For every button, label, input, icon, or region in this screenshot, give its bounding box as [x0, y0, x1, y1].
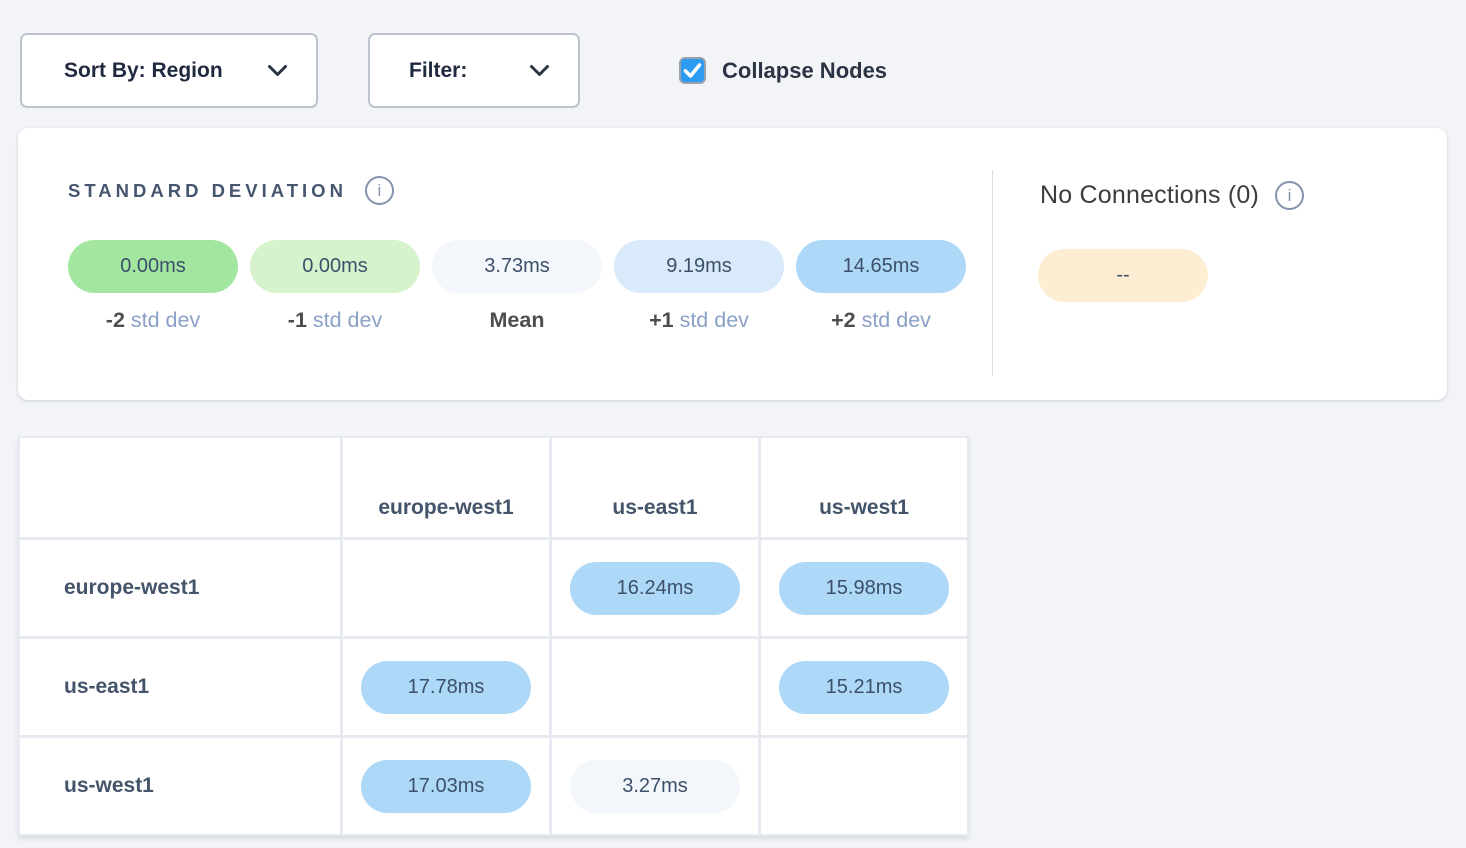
std-dev-pill-minus2: 0.00ms — [68, 240, 238, 293]
latency-pill[interactable]: 17.78ms — [361, 660, 531, 714]
matrix-cell: 15.98ms — [761, 540, 967, 636]
std-dev-title: STANDARD DEVIATION — [68, 179, 347, 201]
matrix-row-header: europe-west1 — [20, 540, 340, 636]
no-connections-title: No Connections (0) — [1040, 181, 1259, 209]
info-icon[interactable]: i — [364, 176, 394, 205]
std-dev-header: STANDARD DEVIATION i — [68, 176, 394, 205]
matrix-column-header: us-west1 — [761, 438, 967, 537]
checkmark-icon — [683, 63, 702, 78]
std-dev-labels: -2 std dev -1 std dev Mean +1 std dev +2… — [68, 308, 966, 333]
no-connections-header: No Connections (0) i — [1040, 181, 1304, 210]
info-icon[interactable]: i — [1274, 181, 1304, 210]
no-connections-pill: -- — [1038, 249, 1208, 302]
std-dev-label-minus2: -2 std dev — [105, 308, 201, 332]
matrix-cell-empty — [761, 738, 967, 834]
std-dev-label-plus1: +1 std dev — [649, 308, 749, 332]
latency-pill[interactable]: 17.03ms — [361, 759, 531, 813]
std-dev-pills: 0.00ms 0.00ms 3.73ms 9.19ms 14.65ms — [68, 240, 966, 293]
std-dev-pill-plus2: 14.65ms — [796, 240, 966, 293]
matrix-cell-empty — [552, 639, 758, 735]
matrix-column-header: europe-west1 — [343, 438, 549, 537]
latency-pill[interactable]: 15.98ms — [779, 561, 949, 615]
collapse-nodes-checkbox[interactable] — [679, 57, 706, 84]
chevron-down-icon — [267, 64, 288, 77]
sort-by-label: Sort By: Region — [64, 58, 223, 82]
matrix-cell-empty — [343, 540, 549, 636]
legend-divider — [992, 170, 993, 376]
matrix-cell: 17.03ms — [343, 738, 549, 834]
std-dev-label-mean: Mean — [489, 308, 545, 332]
matrix-row-header: us-east1 — [20, 639, 340, 735]
std-dev-pill-plus1: 9.19ms — [614, 240, 784, 293]
std-dev-pill-minus1: 0.00ms — [250, 240, 420, 293]
sort-by-dropdown[interactable]: Sort By: Region — [20, 33, 318, 108]
matrix-cell: 3.27ms — [552, 738, 758, 834]
matrix-cell: 15.21ms — [761, 639, 967, 735]
legend-card: STANDARD DEVIATION i 0.00ms 0.00ms 3.73m… — [18, 128, 1447, 400]
matrix-cell: 17.78ms — [343, 639, 549, 735]
latency-pill[interactable]: 3.27ms — [570, 759, 740, 813]
filter-label: Filter: — [409, 58, 468, 82]
std-dev-label-minus1: -1 std dev — [287, 308, 383, 332]
collapse-nodes-label: Collapse Nodes — [722, 57, 888, 83]
latency-pill[interactable]: 15.21ms — [779, 660, 949, 714]
filter-dropdown[interactable]: Filter: — [368, 33, 580, 108]
matrix-row-header: us-west1 — [20, 738, 340, 834]
matrix-cell: 16.24ms — [552, 540, 758, 636]
std-dev-label-plus2: +2 std dev — [831, 308, 931, 332]
std-dev-pill-mean: 3.73ms — [432, 240, 602, 293]
latency-matrix: europe-west1 us-east1 us-west1 europe-we… — [18, 436, 969, 836]
latency-pill[interactable]: 16.24ms — [570, 561, 740, 615]
matrix-column-header: us-east1 — [552, 438, 758, 537]
matrix-corner-cell — [20, 438, 340, 537]
collapse-nodes-control: Collapse Nodes — [679, 57, 887, 84]
chevron-down-icon — [529, 64, 550, 77]
